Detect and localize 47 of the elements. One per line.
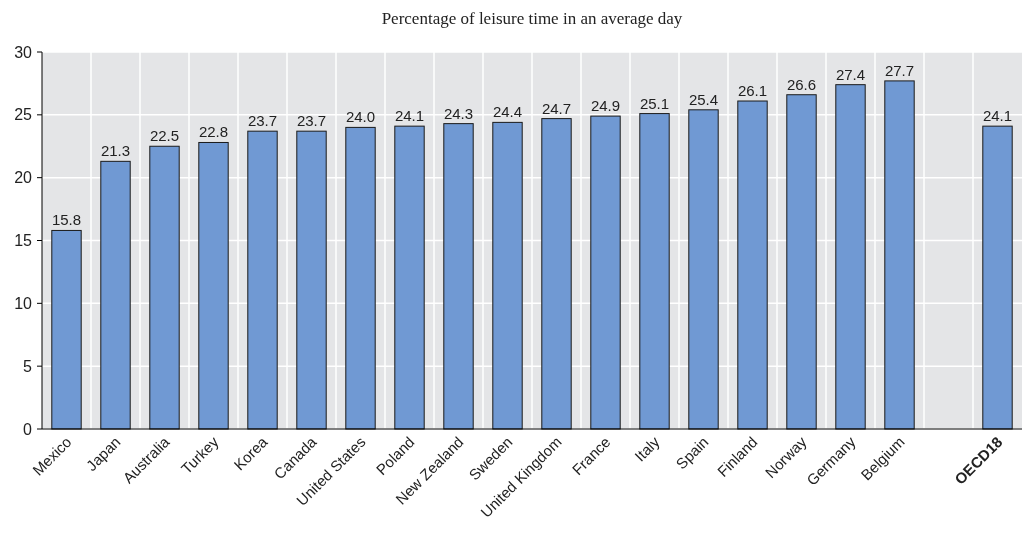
data-label: 22.5: [149, 127, 180, 145]
y-tick-label: 25: [14, 106, 33, 124]
data-label: 24.7: [541, 99, 572, 117]
data-label: 24.0: [345, 108, 376, 126]
bar: [786, 94, 817, 430]
data-label: 26.6: [786, 75, 817, 93]
bar: [198, 141, 229, 430]
data-label: 24.4: [492, 103, 523, 121]
bar: [639, 113, 670, 430]
bar: [51, 229, 82, 430]
y-tick-label: 10: [14, 294, 33, 312]
y-tick-label: 20: [14, 169, 33, 187]
bar: [100, 160, 131, 430]
data-label: 27.4: [835, 65, 866, 83]
y-tick-label: 0: [23, 420, 33, 438]
bar: [492, 121, 523, 430]
bar: [149, 145, 180, 430]
bar: [247, 130, 278, 430]
data-label: 21.3: [100, 142, 131, 160]
data-label: 25.4: [688, 90, 719, 108]
y-tick-label: 30: [14, 43, 33, 61]
data-label: 24.1: [394, 107, 425, 125]
data-label: 24.3: [443, 104, 474, 122]
bar: [737, 100, 768, 430]
bar: [884, 80, 915, 430]
bar: [835, 84, 866, 430]
data-label: 25.1: [639, 94, 670, 112]
chart-title: Percentage of leisure time in an average day: [381, 9, 683, 28]
bar: [688, 109, 719, 430]
bar: [590, 115, 621, 430]
data-label: 24.1: [982, 107, 1013, 125]
data-label: 26.1: [737, 82, 768, 100]
bar: [296, 130, 327, 430]
bar: [982, 125, 1013, 430]
bar: [394, 125, 425, 430]
data-label: 23.7: [296, 112, 327, 130]
y-tick-label: 15: [14, 232, 33, 250]
y-tick-label: 5: [23, 357, 33, 375]
bar: [443, 123, 474, 430]
data-label: 15.8: [51, 211, 82, 229]
data-label: 22.8: [198, 123, 229, 141]
bar: [345, 126, 376, 430]
bar: [541, 118, 572, 430]
data-label: 23.7: [247, 112, 278, 130]
data-label: 27.7: [884, 61, 915, 79]
data-label: 24.9: [590, 97, 621, 115]
x-tick-label: Italy: [631, 432, 663, 465]
